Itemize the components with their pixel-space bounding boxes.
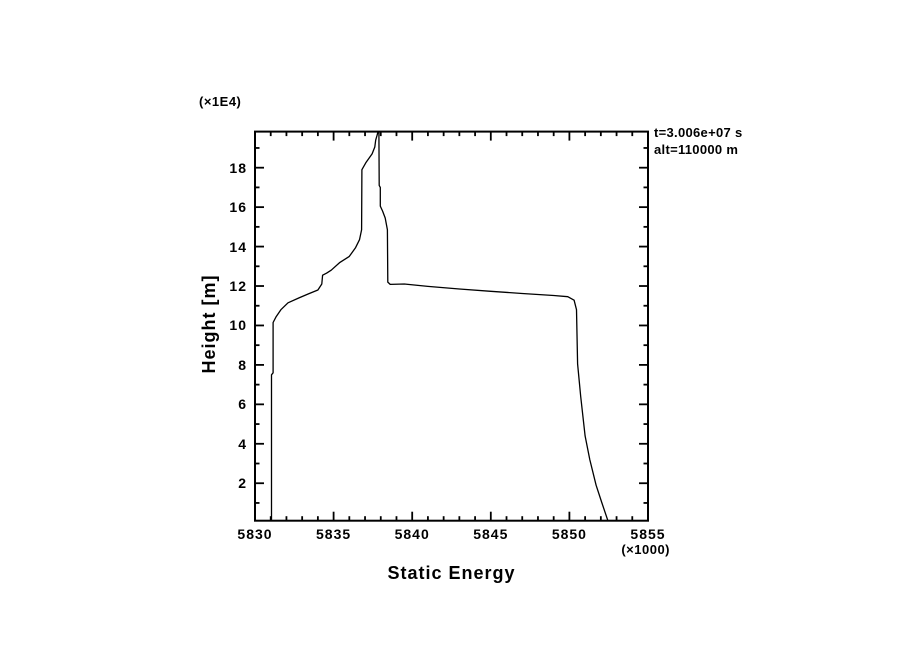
y-tick-label: 4 <box>238 435 247 452</box>
x-tick-label: 5835 <box>316 526 352 542</box>
data-curve <box>270 130 609 521</box>
annotation-time: t=3.006e+07 s <box>654 125 743 140</box>
x-axis-title: Static Energy <box>387 563 516 583</box>
y-axis-unit-label: (×1E4) <box>199 94 242 109</box>
y-tick-label: 12 <box>229 278 247 295</box>
x-tick-label: 5845 <box>473 526 509 542</box>
y-tick-label: 10 <box>229 317 247 334</box>
x-tick-label: 5855 <box>630 526 666 542</box>
annotation-altitude: alt=110000 m <box>654 142 739 157</box>
x-tick-label: 5850 <box>551 526 587 542</box>
plot-frame <box>254 130 649 522</box>
y-axis-title: Height [m] <box>199 274 219 374</box>
y-tick-label: 18 <box>229 159 247 176</box>
y-tick-label: 14 <box>229 238 247 255</box>
x-tick-label: 5830 <box>237 526 273 542</box>
y-tick-label: 16 <box>229 199 247 216</box>
y-tick-label: 2 <box>238 475 247 492</box>
x-axis-unit-label: (×1000) <box>621 542 670 557</box>
x-tick-label: 5840 <box>394 526 430 542</box>
y-tick-label: 8 <box>238 356 247 373</box>
y-tick-label: 6 <box>238 396 247 413</box>
